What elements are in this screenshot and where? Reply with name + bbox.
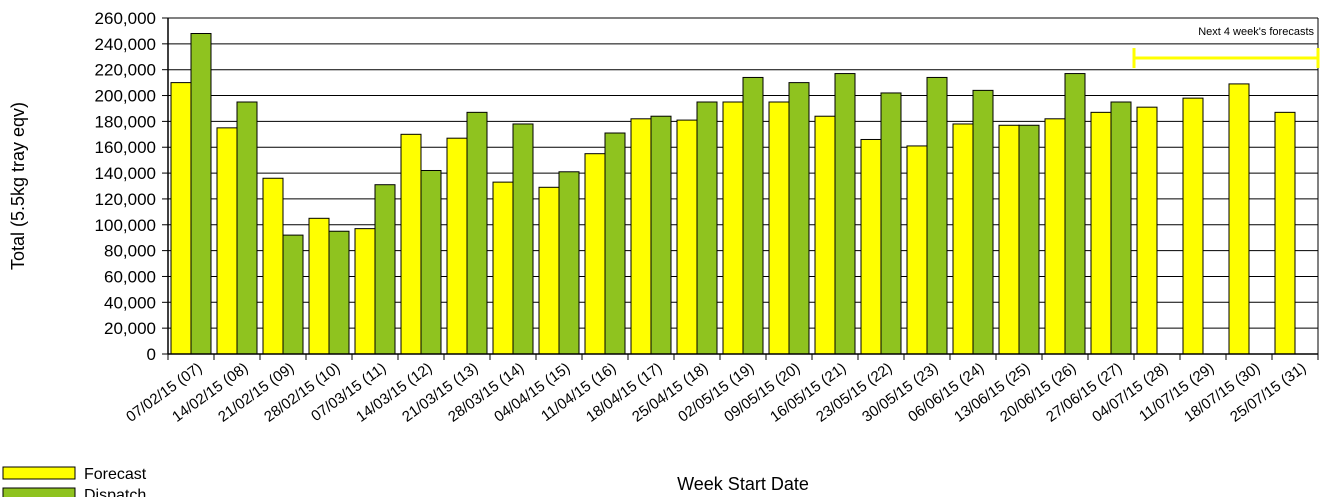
y-tick-label: 100,000 [95, 216, 156, 235]
bar-forecast-15 [814, 115, 836, 355]
bar-forecast-5 [354, 228, 376, 355]
bar-dispatch-20 [1064, 73, 1086, 355]
x-axis-label: Week Start Date [677, 474, 809, 494]
bar-dispatch-18 [972, 89, 994, 355]
bar-forecast-20 [1044, 118, 1066, 355]
bar-dispatch-1 [190, 33, 212, 355]
bar-dispatch-4 [328, 230, 350, 355]
annotation-label: Next 4 week's forecasts [1198, 26, 1314, 38]
bar-forecast-21 [1090, 111, 1112, 355]
y-tick-label: 60,000 [104, 267, 156, 286]
bar-forecast-4 [308, 217, 330, 355]
y-tick-label: 240,000 [95, 35, 156, 54]
bar-dispatch-14 [788, 82, 810, 355]
bar-forecast-1 [170, 82, 192, 355]
bar-forecast-19 [998, 124, 1020, 355]
y-tick-label: 20,000 [104, 319, 156, 338]
legend-swatch-dispatch [2, 487, 76, 501]
bar-dispatch-3 [282, 234, 304, 355]
y-tick-label: 120,000 [95, 190, 156, 209]
bar-dispatch-9 [558, 171, 580, 355]
bar-forecast-6 [400, 133, 422, 355]
bar-forecast-8 [492, 181, 514, 355]
y-tick-label: 220,000 [95, 61, 156, 80]
y-tick-label: 260,000 [95, 9, 156, 28]
bar-dispatch-17 [926, 76, 948, 355]
y-axis-label: Total (5.5kg tray eqv) [8, 102, 28, 270]
bar-dispatch-19 [1018, 124, 1040, 355]
y-tick-label: 40,000 [104, 293, 156, 312]
bar-dispatch-5 [374, 184, 396, 355]
y-tick-label: 200,000 [95, 87, 156, 106]
bar-forecast-25 [1274, 111, 1296, 355]
legend-label-forecast: Forecast [84, 466, 147, 483]
bar-forecast-13 [722, 101, 744, 355]
axes [167, 18, 1319, 355]
x-tick-labels: 07/02/15 (07)14/02/15 (08)21/02/15 (09)2… [123, 354, 1319, 426]
y-tick-labels: 0 20,000 40,000 60,000 80,000 100,000 120,000 1… [95, 9, 156, 364]
bar-dispatch-11 [650, 115, 672, 355]
forecast-annotation: Next 4 week's forecasts [1132, 26, 1320, 69]
bar-forecast-16 [860, 138, 882, 355]
bar-forecast-2 [216, 127, 238, 355]
bar-dispatch-6 [420, 169, 442, 355]
bar-forecast-22 [1136, 106, 1158, 355]
bar-dispatch-7 [466, 111, 488, 355]
bar-forecast-7 [446, 137, 468, 355]
bar-forecast-12 [676, 119, 698, 355]
y-tick-label: 80,000 [104, 242, 156, 261]
bars [170, 33, 1296, 355]
bar-forecast-14 [768, 101, 790, 355]
y-tick-label: 180,000 [95, 112, 156, 131]
legend-label-dispatch: Dispatch [84, 487, 146, 497]
legend-swatch-forecast [2, 466, 76, 480]
bar-forecast-3 [262, 177, 284, 355]
y-tick-label: 0 [147, 345, 156, 364]
bar-dispatch-10 [604, 132, 626, 355]
bar-forecast-9 [538, 186, 560, 355]
bar-dispatch-13 [742, 76, 764, 355]
y-tick-label: 140,000 [95, 164, 156, 183]
legend: Forecast Dispatch [2, 466, 147, 502]
bar-forecast-23 [1182, 97, 1204, 355]
y-tick-label: 160,000 [95, 138, 156, 157]
bar-forecast-10 [584, 153, 606, 355]
bar-dispatch-8 [512, 123, 534, 355]
bar-dispatch-21 [1110, 101, 1132, 355]
bar-dispatch-12 [696, 101, 718, 355]
bar-dispatch-16 [880, 92, 902, 355]
bar-dispatch-15 [834, 73, 856, 355]
bar-dispatch-2 [236, 101, 258, 355]
bar-forecast-11 [630, 118, 652, 355]
bar-forecast-17 [906, 145, 928, 355]
bar-forecast-18 [952, 123, 974, 355]
x-tick-label: 07/02/15 (07) [123, 359, 205, 425]
bar-forecast-24 [1228, 83, 1250, 355]
